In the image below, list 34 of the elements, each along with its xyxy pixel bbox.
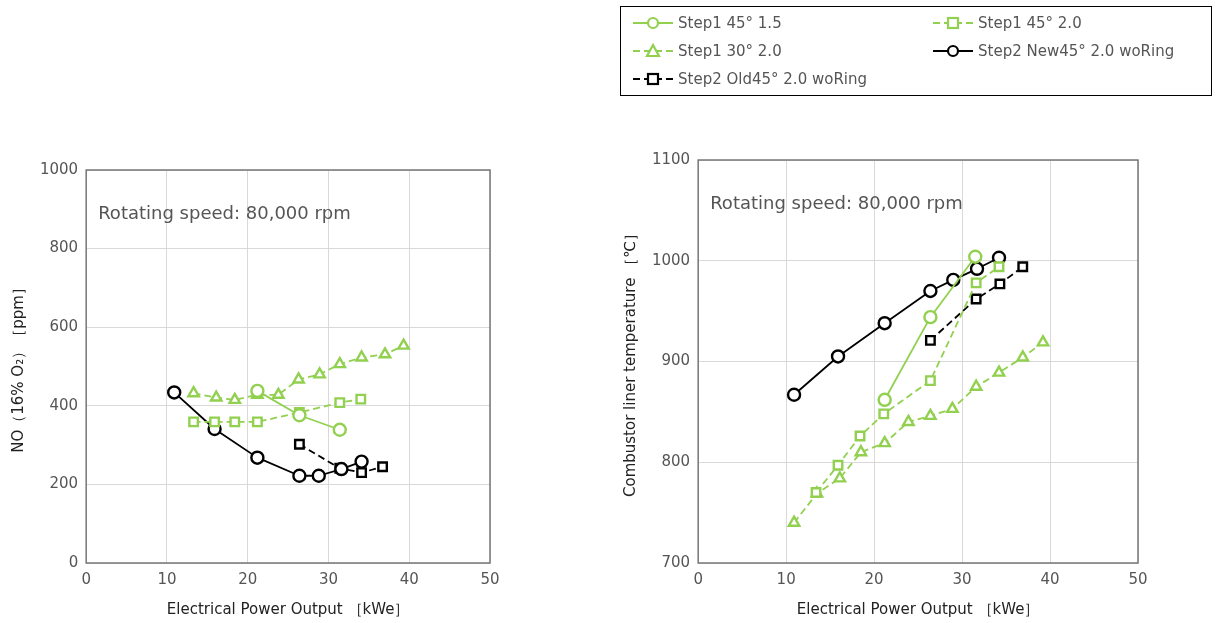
legend-label: Step1 45° 2.0 <box>978 14 1082 32</box>
y-tick-label: 200 <box>49 474 79 493</box>
legend-label: Step2 Old45° 2.0 woRing <box>678 70 868 88</box>
y-tick-label: 400 <box>49 395 79 414</box>
x-tick-label: 30 <box>318 569 339 588</box>
x-tick-label: 40 <box>399 569 419 588</box>
x-tick-label: 30 <box>952 569 972 588</box>
x-tick-label: 50 <box>1128 569 1148 588</box>
x-axis-title: Electrical Power Output ［kWe］ <box>166 599 410 618</box>
x-axis-title: Electrical Power Output ［kWe］ <box>796 599 1040 618</box>
annotation: Rotating speed: 80,000 rpm <box>710 191 963 213</box>
legend-label: Step1 30° 2.0 <box>678 42 782 60</box>
y-axis-title: Combustor liner temperature ［℃］ <box>620 225 639 498</box>
y-tick-label: 800 <box>661 452 691 471</box>
x-tick-label: 20 <box>238 569 258 588</box>
x-tick-label: 20 <box>864 569 884 588</box>
x-tick-label: 50 <box>480 569 500 588</box>
legend-label: Step2 New45° 2.0 woRing <box>978 42 1175 60</box>
y-tick-label: 1000 <box>651 250 691 269</box>
x-tick-label: 10 <box>157 569 177 588</box>
y-tick-label: 1000 <box>39 159 79 178</box>
y-tick-label: 700 <box>661 552 691 571</box>
y-tick-label: 600 <box>49 317 79 336</box>
y-axis-title: NO（16% O₂）［ppm］ <box>8 280 27 453</box>
legend-label: Step1 45° 1.5 <box>678 14 782 32</box>
x-tick-label: 10 <box>776 569 796 588</box>
x-tick-label: 0 <box>693 569 703 588</box>
y-tick-label: 1100 <box>651 149 691 168</box>
x-tick-label: 40 <box>1040 569 1060 588</box>
y-tick-label: 800 <box>49 238 79 257</box>
x-tick-label: 0 <box>81 569 91 588</box>
annotation: Rotating speed: 80,000 rpm <box>98 201 351 223</box>
y-tick-label: 0 <box>68 552 79 571</box>
y-tick-label: 900 <box>661 351 691 370</box>
